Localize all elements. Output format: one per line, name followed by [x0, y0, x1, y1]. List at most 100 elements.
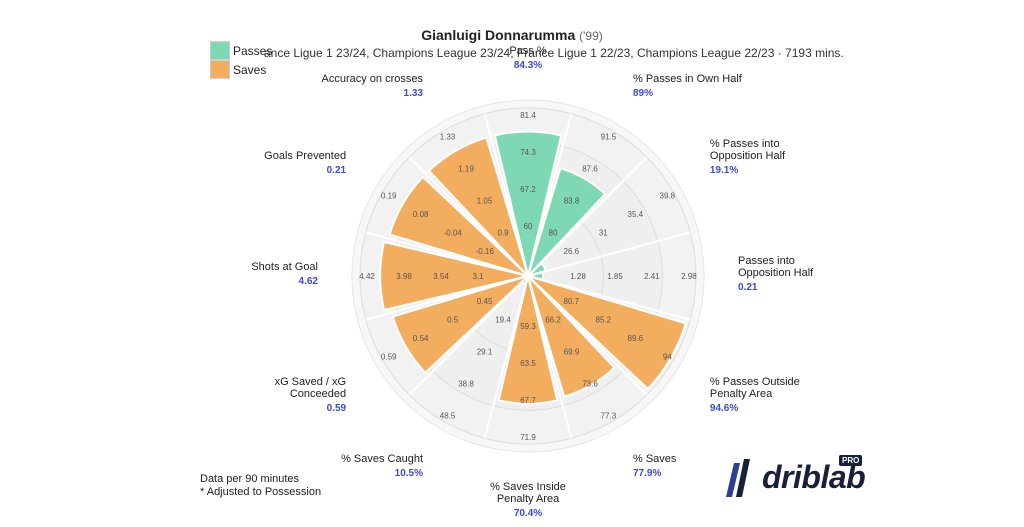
tick-label: 69.9 — [564, 347, 580, 356]
tick-label: 0.59 — [381, 352, 397, 361]
bar-9 — [379, 240, 529, 312]
tick-label: 77.3 — [601, 411, 617, 420]
bar-0 — [493, 130, 563, 277]
category-value: 10.5% — [395, 468, 423, 479]
tick-label: 19.4 — [495, 315, 511, 324]
category-label: % Passes in Own Half — [633, 73, 743, 85]
category-label: Accuracy on crosses — [322, 73, 424, 85]
category-label: % Passes Outside — [710, 376, 800, 388]
spoke-2 — [527, 156, 648, 277]
legend-item-saves: Saves — [210, 60, 272, 79]
spoke-6 — [527, 275, 573, 439]
tick-label: 2.41 — [644, 272, 660, 281]
tick-label: 1.19 — [458, 165, 474, 174]
legend: Passes Saves — [210, 41, 272, 79]
bar-6 — [497, 275, 559, 405]
tick-label: 74.3 — [520, 148, 536, 157]
category-label: Penalty Area — [710, 388, 773, 400]
category-label: Opposition Half — [710, 150, 786, 162]
tick-label: 3.54 — [433, 272, 449, 281]
tick-label: 91.5 — [601, 133, 617, 142]
spoke-3 — [527, 231, 691, 277]
player-name: Gianluigi Donnarumma — [421, 27, 576, 43]
category-value: 19.1% — [710, 165, 738, 176]
tick-label: 0.5 — [447, 316, 459, 325]
tick-label: -0.04 — [444, 229, 463, 238]
passes-swatch — [210, 41, 230, 60]
tick-label: 80 — [549, 229, 558, 238]
bar-8 — [391, 275, 529, 375]
category-label: % Passes into — [710, 138, 780, 150]
tick-label: -0.16 — [476, 247, 495, 256]
tick-label: 2.98 — [681, 272, 697, 281]
tick-label: 1.85 — [607, 272, 623, 281]
tick-label: 81.4 — [520, 111, 536, 120]
spoke-8 — [408, 275, 529, 396]
tick-label: 1.33 — [440, 133, 456, 142]
tick-label: 38.8 — [458, 379, 474, 388]
footnote: Data per 90 minutes * Adjusted to Posses… — [200, 473, 321, 499]
category-label: % Saves Inside — [490, 481, 566, 493]
tick-label: 73.6 — [582, 379, 598, 388]
spoke-11 — [408, 156, 529, 277]
category-label: Opposition Half — [738, 267, 814, 279]
tick-label: 60 — [524, 222, 533, 231]
category-label: Conceeded — [290, 388, 346, 400]
category-label: % Saves Caught — [341, 453, 423, 465]
bar-4 — [527, 275, 687, 391]
footnote-possession: * Adjusted to Possession — [200, 486, 322, 498]
category-label: Penalty Area — [497, 493, 560, 505]
category-value: 0.21 — [738, 282, 758, 293]
tick-label: 94 — [663, 352, 672, 361]
tick-label: 85.2 — [596, 316, 612, 325]
tick-label: 66.2 — [545, 315, 561, 324]
saves-swatch — [210, 60, 230, 79]
bar-5 — [527, 275, 616, 398]
bar-10 — [388, 175, 529, 277]
tick-label: 80.7 — [564, 297, 580, 306]
tick-label: 87.6 — [582, 165, 598, 174]
tick-label: 0.45 — [477, 297, 493, 306]
spoke-7 — [483, 275, 529, 439]
spoke-4 — [527, 275, 691, 321]
tick-label: 0.9 — [497, 229, 509, 238]
tick-label: 89.6 — [628, 334, 644, 343]
legend-label-passes: Passes — [233, 43, 273, 58]
center-hub — [524, 272, 532, 280]
tick-label: 83.8 — [564, 197, 580, 206]
tick-label: 59.3 — [520, 322, 536, 331]
tick-label: 63.5 — [520, 359, 536, 368]
spoke-0 — [483, 113, 529, 277]
category-value: 84.3% — [514, 60, 542, 71]
tick-label: 31 — [599, 229, 608, 238]
brand-slash-icon — [726, 459, 750, 497]
category-label: Goals Prevented — [264, 150, 346, 162]
category-value: 1.33 — [404, 88, 424, 99]
tick-label: 4.42 — [359, 272, 375, 281]
category-value: 4.62 — [299, 276, 319, 287]
brand-logo: driblab PRO — [714, 455, 870, 500]
tick-label: 48.5 — [440, 411, 456, 420]
tick-label: 3.1 — [472, 272, 484, 281]
tick-label: 3.98 — [396, 272, 412, 281]
tick-label: 0.08 — [413, 210, 429, 219]
legend-item-passes: Passes — [210, 41, 272, 60]
spoke-1 — [527, 113, 573, 277]
category-value: 89% — [633, 88, 653, 99]
brand-pro-badge: PRO — [839, 455, 863, 466]
tick-label: 0.19 — [381, 192, 397, 201]
birth-year: ('99) — [579, 29, 603, 43]
legend-label-saves: Saves — [233, 62, 267, 77]
category-label: Pass % — [509, 45, 547, 57]
category-value: 0.21 — [327, 165, 347, 176]
category-value: 77.9% — [633, 468, 661, 479]
tick-label: 26.6 — [564, 247, 580, 256]
tick-label: 71.9 — [520, 433, 536, 442]
category-value: 70.4% — [514, 508, 542, 519]
footnote-per90: Data per 90 minutes — [200, 473, 300, 485]
tick-label: 35.4 — [628, 210, 644, 219]
tick-label: 1.05 — [477, 197, 493, 206]
tick-label: 0.54 — [413, 334, 429, 343]
spoke-9 — [365, 275, 529, 321]
